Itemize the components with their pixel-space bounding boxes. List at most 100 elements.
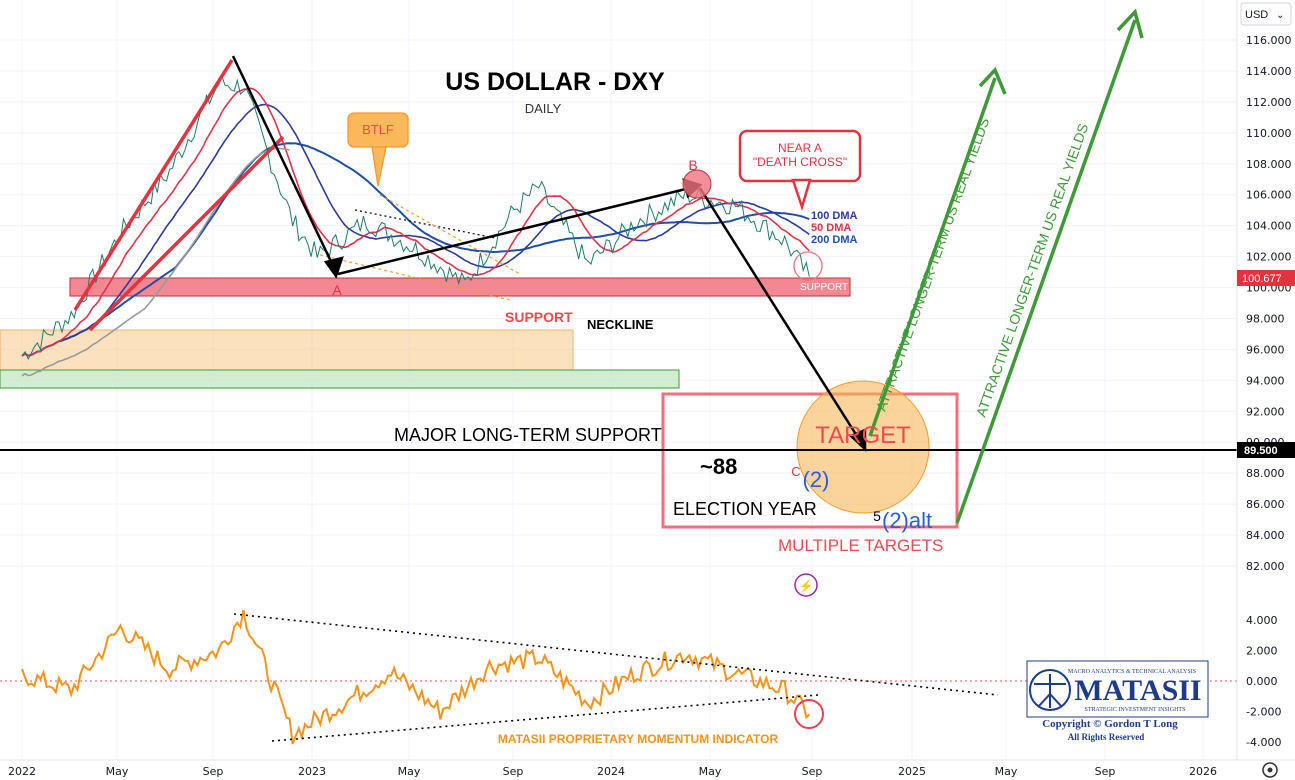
support-label: SUPPORT <box>505 309 573 325</box>
price-line <box>21 74 810 361</box>
time-tick-label: Sep <box>802 765 823 778</box>
uptrend-line-lower <box>88 135 285 332</box>
momentum-tick-label: -2.000 <box>1246 706 1281 719</box>
time-tick-label: Sep <box>1095 765 1116 778</box>
logo-copyright: Copyright © Gordon T Long <box>1042 718 1178 730</box>
chevron-down-icon: ⌄ <box>1276 10 1284 21</box>
time-tick-label: Sep <box>503 765 524 778</box>
ma-100-label: 100 DMA <box>811 210 858 222</box>
momentum-trend-lower <box>271 694 819 742</box>
momentum-line <box>21 609 810 745</box>
support-box-label: SUPPORT <box>800 282 848 293</box>
btlf-callout <box>347 112 409 187</box>
price-tick-label: 84.000 <box>1246 529 1285 542</box>
wave-2-label: (2) <box>803 467 830 492</box>
gear-icon <box>1267 767 1273 773</box>
logo-name: MATASII <box>1074 674 1201 707</box>
real-yields-label-2: ATTRACTIVE LONGER-TERM US REAL YIELDS <box>973 121 1092 419</box>
point-b-label: B <box>688 157 697 173</box>
price-tick-label: 98.000 <box>1246 312 1285 325</box>
momentum-indicator-label: MATASII PROPRIETARY MOMENTUM INDICATOR <box>498 732 779 746</box>
price-tick-label: 96.000 <box>1246 343 1285 356</box>
death-cross-line-2: "DEATH CROSS" <box>753 155 847 169</box>
target-value: ~88 <box>700 454 737 479</box>
multiple-targets-label: MULTIPLE TARGETS <box>778 536 943 555</box>
price-tick-label: 108.000 <box>1246 158 1292 171</box>
price-tick-label: 88.000 <box>1246 467 1285 480</box>
green-support-zone <box>0 369 680 389</box>
point-a-label: A <box>332 282 342 298</box>
death-cross-line-1: NEAR A <box>778 141 822 155</box>
logo-rights: All Rights Reserved <box>1068 732 1145 742</box>
price-tick-label: 116.000 <box>1246 34 1292 47</box>
neckline-label: NECKLINE <box>587 317 654 332</box>
momentum-low-circle <box>794 699 824 729</box>
momentum-tick-label: -4.000 <box>1246 736 1281 749</box>
price-tick-label: 82.000 <box>1246 560 1285 573</box>
ma-50-label: 50 DMA <box>811 222 851 234</box>
price-tick-label: 104.000 <box>1246 220 1292 233</box>
price-tick-label: 94.000 <box>1246 374 1285 387</box>
lightning-icon: ⚡ <box>799 579 814 593</box>
ma-200-label: 200 DMA <box>811 234 858 246</box>
current-price: 100.677 <box>1242 273 1282 285</box>
ma-long-line <box>21 147 290 377</box>
settings-button[interactable] <box>1262 762 1278 778</box>
time-tick-label: May <box>106 765 129 778</box>
price-axis: 116.000 114.000 112.000 110.000 108.000 106.0… <box>1246 34 1292 573</box>
price-tick-label: 106.000 <box>1246 189 1292 202</box>
time-tick-label: 2025 <box>898 765 926 778</box>
currency-label: USD <box>1245 9 1268 21</box>
ma-200-line <box>21 142 810 357</box>
wave-2-alt-label: (2)alt <box>882 508 932 533</box>
support-break-circle <box>793 251 823 281</box>
btlf-dotted-1 <box>379 194 521 275</box>
time-tick-label: May <box>398 765 421 778</box>
chart-title: US DOLLAR - DXY <box>445 68 665 96</box>
time-tick-label: 2022 <box>8 765 36 778</box>
momentum-tick-label: 0.000 <box>1246 675 1278 688</box>
orange-support-zone <box>0 329 574 371</box>
real-yields-label-1: ATTRACTIVE LONGER-TERM US REAL YIELDS <box>873 116 993 413</box>
time-tick-label: May <box>995 765 1018 778</box>
lightning-circle[interactable] <box>794 573 818 597</box>
momentum-tick-label: 4.000 <box>1246 614 1278 627</box>
neckline-dotted <box>354 209 496 239</box>
price-tick-label: 102.000 <box>1246 251 1292 264</box>
momentum-trend-upper <box>233 613 999 696</box>
green-arrows <box>868 8 1144 524</box>
target-box <box>661 392 959 529</box>
point-b-circle <box>682 169 712 199</box>
time-tick-label: 2024 <box>597 765 625 778</box>
uptrend-line-upper <box>73 59 234 311</box>
marked-level: 89.500 <box>1244 445 1278 457</box>
price-tick-label: 92.000 <box>1246 405 1285 418</box>
wave-5-label: 5 <box>873 508 881 524</box>
election-year-label: ELECTION YEAR <box>673 499 817 519</box>
price-tick-label: 110.000 <box>1246 127 1292 140</box>
death-cross-callout <box>738 129 862 212</box>
time-tick-label: 2023 <box>298 765 326 778</box>
time-axis: 2022 May Sep 2023 May Sep 2024 May Sep 2025 May Sep… <box>8 765 1217 778</box>
marked-level-badge <box>1237 442 1295 458</box>
ma-50-line <box>21 87 810 357</box>
price-tick-label: 86.000 <box>1246 498 1285 511</box>
chart-subtitle: DAILY <box>525 101 562 116</box>
major-support-label: MAJOR LONG-TERM SUPPORT <box>394 425 662 445</box>
logo-tagline: MACRO ANALYTICS & TECHNICAL ANALYSIS <box>1068 669 1196 675</box>
currency-button[interactable] <box>1240 2 1292 26</box>
price-tick-label: 114.000 <box>1246 65 1292 78</box>
matasii-logo <box>1026 660 1209 718</box>
ma-100-line <box>21 103 810 357</box>
price-tick-label: 112.000 <box>1246 96 1292 109</box>
btlf-label: BTLF <box>362 122 394 137</box>
time-tick-label: Sep <box>203 765 224 778</box>
momentum-tick-label: 2.000 <box>1246 645 1278 658</box>
logo-subtitle: STRATEGIC INVESTMENT INSIGHTS <box>1085 707 1186 713</box>
time-tick-label: May <box>699 765 722 778</box>
btlf-dotted-2 <box>319 254 511 301</box>
current-price-badge <box>1237 270 1295 286</box>
momentum-axis: 4.000 2.000 0.000 -2.000 -4.000 <box>1246 614 1281 749</box>
target-label: TARGET <box>815 422 911 449</box>
